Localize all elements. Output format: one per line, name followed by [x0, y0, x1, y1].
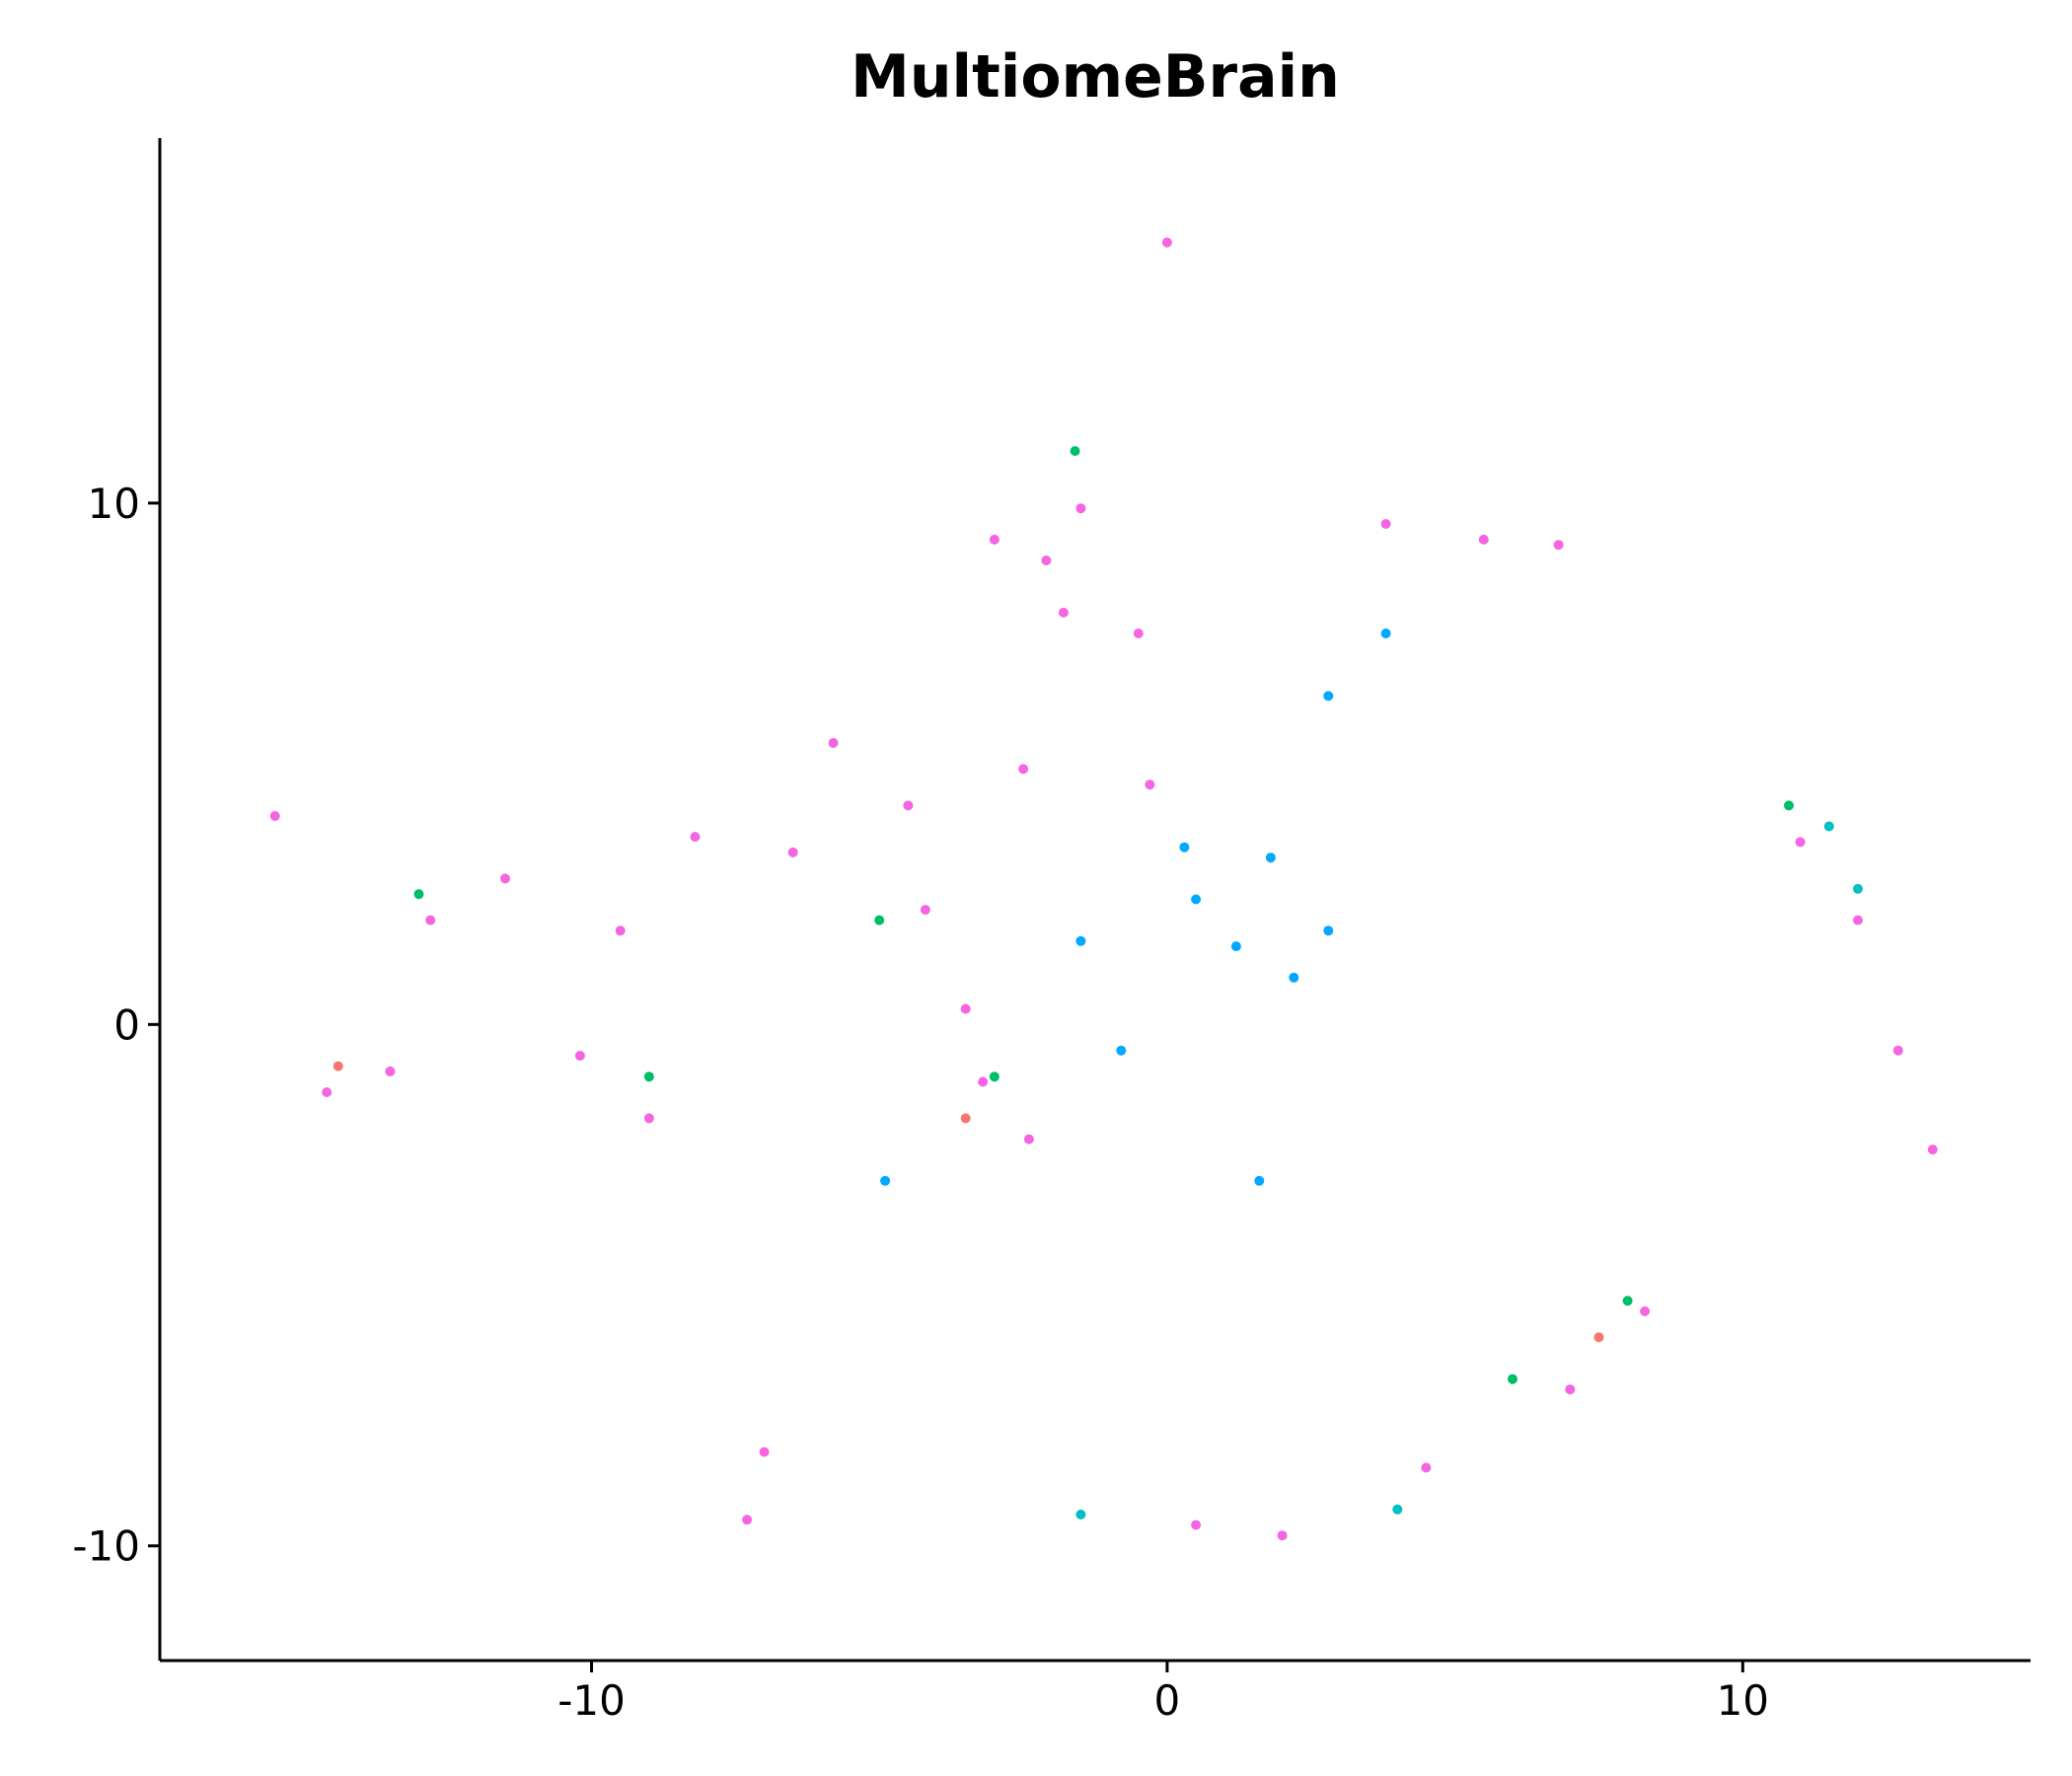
data-point — [1392, 1504, 1403, 1515]
data-point — [920, 905, 930, 916]
data-point — [1179, 842, 1190, 852]
data-point — [1145, 779, 1155, 790]
data-point — [1075, 1510, 1086, 1519]
data-point — [1823, 821, 1834, 832]
data-point — [643, 1113, 654, 1124]
data-point — [615, 925, 626, 936]
data-point — [880, 1175, 891, 1186]
data-point — [759, 1446, 770, 1457]
data-point — [1116, 1045, 1127, 1056]
data-point — [989, 1072, 999, 1082]
data-point — [1265, 852, 1276, 863]
data-point — [1041, 555, 1052, 565]
data-point — [1075, 935, 1086, 946]
data-point — [322, 1087, 333, 1097]
data-point — [1553, 540, 1564, 551]
data-point — [425, 915, 436, 925]
data-point — [1853, 915, 1863, 925]
y-tick-label: -10 — [72, 1522, 140, 1571]
data-point — [1058, 607, 1069, 618]
data-point — [1380, 519, 1391, 529]
chart-title: MultiomeBrain — [851, 42, 1340, 111]
data-point — [1070, 446, 1080, 457]
data-point — [385, 1066, 396, 1076]
data-point — [1892, 1045, 1903, 1056]
data-point — [960, 1113, 971, 1124]
data-point — [787, 847, 798, 857]
data-point — [1161, 237, 1172, 248]
x-tick-label: 0 — [1154, 1676, 1181, 1725]
data-point — [1565, 1384, 1576, 1395]
data-point — [1380, 629, 1391, 638]
y-tick-label: 0 — [113, 1000, 140, 1049]
data-point — [1593, 1332, 1604, 1343]
data-point — [828, 738, 839, 748]
data-point — [690, 832, 701, 843]
points-layer — [269, 237, 1938, 1541]
x-tick-label: -10 — [557, 1676, 626, 1725]
data-point — [574, 1051, 585, 1061]
data-point — [333, 1061, 343, 1072]
data-point — [1640, 1306, 1651, 1316]
data-point — [1289, 972, 1299, 983]
data-point — [1853, 883, 1863, 894]
data-point — [978, 1076, 989, 1087]
data-point — [960, 1003, 971, 1014]
data-point — [1622, 1295, 1633, 1306]
data-point — [1323, 925, 1334, 936]
data-point — [1323, 691, 1334, 702]
data-point — [1277, 1530, 1288, 1541]
data-point — [1133, 629, 1144, 638]
data-point — [874, 915, 885, 925]
data-point — [1421, 1462, 1432, 1473]
data-point — [1254, 1175, 1265, 1186]
x-tick-label: 10 — [1717, 1676, 1769, 1725]
data-point — [1784, 800, 1794, 811]
data-point — [413, 889, 424, 900]
data-point — [742, 1515, 753, 1525]
data-point — [500, 873, 510, 884]
data-point — [1230, 941, 1241, 952]
data-point — [1191, 1519, 1202, 1530]
data-point — [1075, 503, 1086, 514]
data-point — [643, 1072, 654, 1082]
data-point — [1795, 837, 1806, 848]
data-point — [1023, 1134, 1034, 1145]
data-point — [1478, 534, 1489, 545]
data-point — [1508, 1373, 1517, 1384]
data-point — [903, 800, 914, 811]
data-point — [1191, 894, 1202, 905]
data-point — [989, 534, 999, 545]
ticks-layer: -10 0 10 -10 0 10 — [72, 480, 1769, 1725]
y-tick-label: 10 — [88, 480, 140, 528]
data-point — [1927, 1145, 1938, 1155]
data-point — [269, 811, 280, 821]
data-point — [1018, 764, 1029, 775]
